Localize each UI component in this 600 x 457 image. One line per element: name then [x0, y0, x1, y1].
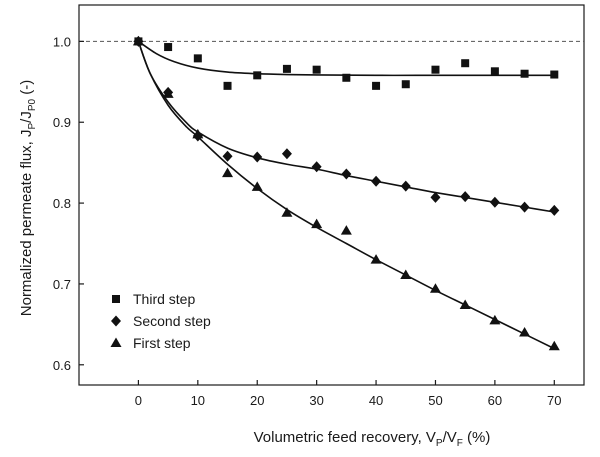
- plot-area: [78, 4, 585, 386]
- second-step-legend-marker: [111, 315, 121, 327]
- third-step-legend-label: Third step: [133, 291, 195, 307]
- third-step-point: [401, 80, 410, 89]
- x-tick-label: 20: [250, 393, 264, 408]
- third-step-point: [490, 67, 499, 76]
- second-step-point: [460, 191, 471, 203]
- legend: Third step Second step First step: [110, 291, 211, 351]
- first-step-point: [281, 207, 293, 217]
- first-step-point: [429, 283, 441, 293]
- second-step-point: [311, 161, 322, 173]
- x-tick-label: 50: [428, 393, 442, 408]
- plot-border: [78, 4, 585, 386]
- second-step-point: [400, 180, 411, 192]
- second-step-point: [430, 191, 441, 203]
- second-step-fit-curve: [137, 41, 555, 213]
- y-tick-label: 1.0: [53, 34, 71, 49]
- first-step-point: [459, 299, 471, 309]
- first-step-point: [340, 225, 352, 235]
- data-markers-layer: [132, 35, 560, 351]
- y-tick-label: 0.9: [53, 115, 71, 130]
- second-step-point: [252, 151, 263, 163]
- first-step-point: [222, 167, 234, 178]
- third-step-point: [223, 81, 232, 90]
- first-step-legend-marker: [110, 337, 122, 347]
- first-step-fit-curve: [137, 41, 555, 350]
- x-tick-label: 10: [191, 393, 205, 408]
- x-tick-label: 60: [488, 393, 502, 408]
- x-axis-title: Volumetric feed recovery, VP/VF (%): [254, 429, 491, 449]
- third-step-fit-curve: [137, 40, 555, 77]
- second-step-point: [549, 204, 560, 216]
- first-step-point: [400, 269, 412, 280]
- third-step-point: [312, 65, 321, 74]
- first-step-point: [370, 254, 382, 264]
- first-step-point: [519, 326, 531, 337]
- y-axis-title: Normalized permeate flux, JP/JP0 (-): [18, 80, 38, 316]
- second-step-point: [519, 201, 530, 213]
- x-tick-label: 0: [135, 393, 142, 408]
- x-tick-label: 40: [369, 393, 383, 408]
- second-step-point: [341, 168, 352, 180]
- second-step-point: [489, 196, 500, 208]
- first-step-point: [251, 181, 263, 191]
- second-step-point: [281, 148, 292, 160]
- second-step-legend-label: Second step: [133, 313, 211, 329]
- third-step-point: [282, 64, 291, 73]
- third-step-point: [431, 65, 440, 74]
- y-tick-label: 0.6: [53, 358, 71, 373]
- third-step-point: [253, 71, 262, 80]
- first-step-point: [311, 218, 323, 229]
- third-step-legend-marker: [112, 295, 120, 303]
- x-tick-label: 70: [547, 393, 561, 408]
- third-step-point: [342, 73, 351, 82]
- y-tick-label: 0.8: [53, 196, 71, 211]
- first-step-point: [192, 128, 204, 139]
- third-step-point: [164, 43, 173, 52]
- first-step-point: [132, 35, 144, 46]
- first-step-legend-label: First step: [133, 335, 191, 351]
- third-step-point: [193, 54, 202, 63]
- first-step-point: [162, 88, 174, 98]
- first-step-point: [548, 340, 560, 351]
- third-step-point: [372, 81, 381, 90]
- first-step-point: [489, 314, 501, 325]
- second-step-point: [222, 150, 233, 162]
- third-step-point: [461, 59, 470, 68]
- third-step-point: [550, 70, 559, 79]
- third-step-point: [520, 69, 529, 78]
- x-tick-label: 30: [309, 393, 323, 408]
- y-tick-label: 0.7: [53, 277, 71, 292]
- fit-curves-layer: [137, 40, 555, 350]
- axis-ticks-layer: 0 10 20 30 40 50 60 70 0.6 0.7 0.8 0.9 1.0: [53, 34, 562, 408]
- second-step-point: [371, 175, 382, 187]
